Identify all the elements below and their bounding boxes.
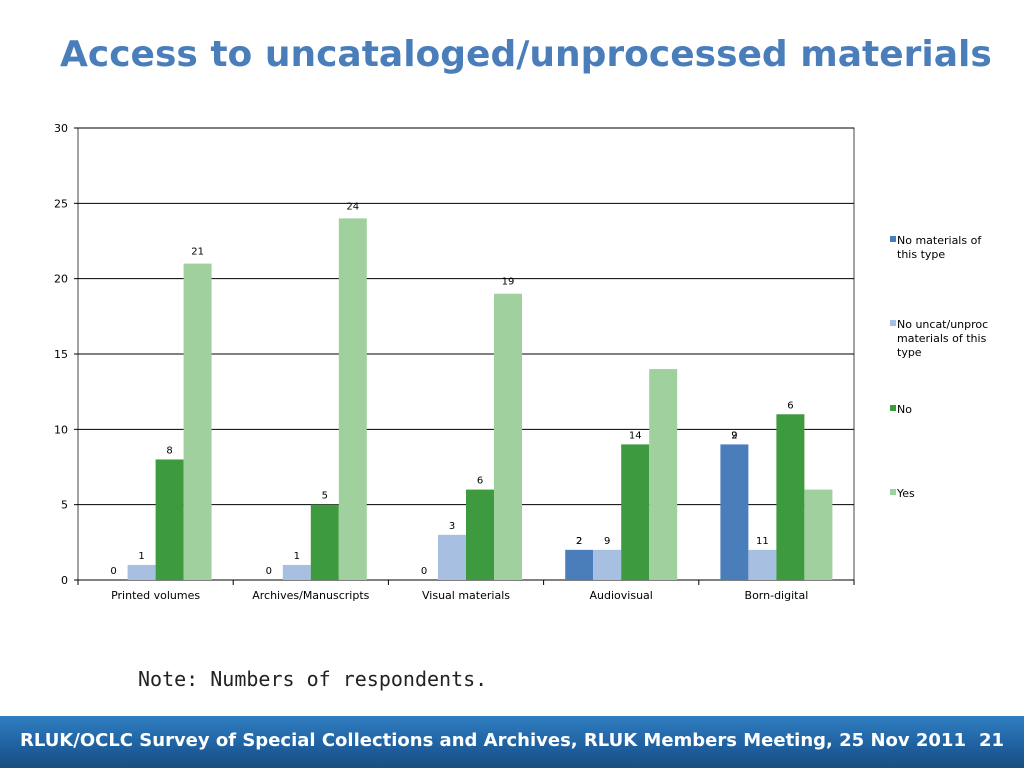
- page-number: 21: [978, 730, 1004, 751]
- data-label: 3: [449, 521, 455, 532]
- data-label: 2: [576, 536, 582, 547]
- footer-text: RLUK/OCLC Survey of Special Collections …: [20, 730, 966, 751]
- bar: [621, 444, 650, 580]
- y-tick-label: 20: [54, 273, 68, 286]
- bar: [593, 549, 622, 580]
- y-tick-label: 25: [54, 197, 68, 210]
- x-tick-label: Visual materials: [422, 589, 510, 602]
- bar: [565, 549, 594, 580]
- legend-label: materials of this: [897, 332, 987, 345]
- data-label: 11: [756, 536, 769, 547]
- y-tick-label: 10: [54, 423, 68, 436]
- x-tick-label: Archives/Manuscripts: [252, 589, 369, 602]
- x-tick-label: Audiovisual: [590, 589, 653, 602]
- legend-label: Yes: [896, 487, 915, 500]
- x-tick-label: Printed volumes: [111, 589, 200, 602]
- bar: [748, 549, 777, 580]
- data-label: 21: [191, 247, 204, 258]
- bar: [338, 218, 367, 580]
- data-label: 0: [266, 566, 272, 577]
- data-label: 6: [477, 476, 483, 487]
- slide-title: Access to uncataloged/unprocessed materi…: [60, 34, 992, 75]
- data-label: 8: [166, 445, 172, 456]
- bar: [466, 489, 494, 580]
- legend-swatch: [890, 320, 896, 326]
- y-tick-label: 0: [61, 574, 68, 587]
- x-tick-label: Born-digital: [745, 589, 809, 602]
- bar: [310, 504, 339, 580]
- bar: [282, 564, 311, 580]
- data-label: 2: [731, 430, 737, 441]
- data-label: 2: [576, 536, 582, 547]
- footer-bar: RLUK/OCLC Survey of Special Collections …: [0, 716, 1024, 768]
- data-label: 5: [322, 491, 328, 502]
- data-label: 19: [502, 277, 515, 288]
- data-label: 14: [629, 430, 642, 441]
- legend-label: No uncat/unproc: [897, 318, 988, 331]
- data-label: 0: [421, 566, 427, 577]
- bar: [494, 293, 522, 580]
- note-text: Note: Numbers of respondents.: [138, 667, 488, 691]
- bar: [649, 369, 678, 580]
- legend-label: No materials of: [897, 234, 982, 247]
- y-tick-label: 30: [54, 122, 68, 135]
- legend-swatch: [890, 405, 896, 411]
- bar: [804, 489, 833, 580]
- y-tick-label: 15: [54, 348, 68, 361]
- bar: [438, 534, 466, 580]
- data-label: 1: [138, 551, 144, 562]
- legend-swatch: [890, 489, 896, 495]
- data-label: 6: [787, 400, 793, 411]
- bar: [776, 414, 805, 580]
- bar: [127, 564, 156, 580]
- legend-label: No: [897, 403, 912, 416]
- data-label: 0: [110, 566, 116, 577]
- data-label: 1: [294, 551, 300, 562]
- legend-label: this type: [897, 248, 945, 261]
- legend-swatch: [890, 236, 896, 242]
- bar: [183, 263, 212, 580]
- data-label: 9: [604, 536, 610, 547]
- bars: [127, 218, 833, 580]
- y-tick-label: 5: [61, 499, 68, 512]
- data-label: 9: [731, 430, 737, 441]
- data-label: 24: [346, 201, 359, 212]
- bar: [155, 459, 184, 580]
- bar: [720, 444, 749, 580]
- legend-label: type: [897, 346, 922, 359]
